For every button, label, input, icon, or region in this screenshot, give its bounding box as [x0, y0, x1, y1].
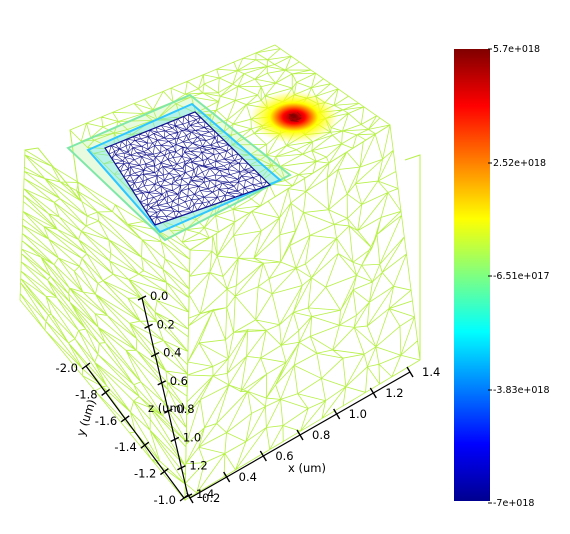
y-tick-label: -1.6	[95, 414, 117, 428]
mesh-right-notch	[404, 154, 421, 360]
z-tick	[170, 436, 180, 443]
mesh-left-face	[19, 149, 191, 502]
mesh-left-face-path	[19, 149, 191, 502]
y-tick-label: -1.8	[75, 387, 97, 401]
mesh-right-face	[184, 124, 421, 501]
z-tick-label: 1.2	[189, 459, 207, 473]
doping-regions	[66, 91, 338, 242]
x-tick	[369, 387, 377, 399]
z-tick-label: 0.8	[176, 402, 194, 416]
x-tick	[333, 408, 341, 420]
z-tick	[163, 408, 173, 414]
x-tick-label: 1.0	[349, 407, 367, 421]
x-tick	[406, 366, 414, 378]
x-tick-label: 1.2	[385, 386, 403, 400]
mesh-right-face-path	[184, 124, 421, 501]
y-axis-line	[85, 365, 185, 499]
colorbar-tick-label: 2.52e+018	[493, 158, 546, 169]
colorbar-tick-label: -7e+018	[493, 498, 534, 509]
z-axis-line	[141, 297, 189, 497]
x-tick	[259, 450, 267, 462]
low-region-mesh	[104, 111, 271, 226]
y-tick	[120, 415, 130, 423]
x-tick-label: 0.4	[239, 470, 257, 484]
y-tick	[101, 388, 111, 396]
z-tick	[150, 351, 160, 358]
x-axis-title: x (um)	[288, 461, 326, 475]
x-tick-label: 1.4	[422, 365, 440, 379]
z-tick	[183, 493, 193, 499]
z-tick	[157, 380, 167, 386]
x-tick-label: 0.2	[202, 491, 220, 505]
colorbar-labels: 5.7e+018 2.52e+018 -6.51e+017 -3.83e+018 -7e…	[488, 44, 550, 509]
x-tick	[296, 429, 304, 441]
z-tick-label: 0.6	[170, 374, 188, 388]
z-tick	[137, 295, 147, 301]
low-region-mesh-path	[104, 111, 271, 226]
x-tick	[223, 471, 231, 483]
y-tick	[81, 362, 91, 370]
z-tick-label: 0.2	[157, 317, 175, 331]
z-tick	[177, 465, 186, 471]
x-tick-label: 0.6	[275, 449, 293, 463]
high-region-spot	[250, 91, 338, 143]
y-tick-label: -1.4	[114, 440, 136, 454]
y-tick-label: -1.2	[134, 467, 156, 481]
axes: 0.2 0.4 0.6 0.8 1.0 1.2 1.4 -1.0 -1.2 -1.4 -1.6 -1.…	[56, 289, 441, 507]
z-tick-label: 0.0	[150, 289, 168, 303]
y-tick-label: -2.0	[56, 361, 78, 375]
z-tick-label: 1.4	[196, 487, 214, 501]
z-tick-label: 1.0	[183, 430, 201, 444]
z-axis-title: z (um)	[148, 401, 185, 415]
z-tick	[144, 323, 153, 329]
y-tick	[159, 468, 169, 476]
high-region-mesh	[288, 111, 302, 122]
mesh-notch	[24, 129, 81, 202]
colorbar-tick-label: -3.83e+018	[493, 385, 550, 396]
y-tick	[140, 441, 150, 449]
z-tick-label: 0.4	[163, 346, 181, 360]
colorbar-tick-label: -6.51e+017	[493, 271, 550, 282]
high-region-mesh-path	[288, 111, 302, 122]
y-tick-label: -1.0	[154, 493, 176, 507]
colorbar	[454, 49, 490, 501]
x-tick-label: 0.8	[312, 428, 330, 442]
colorbar-tick-label: 5.7e+018	[493, 44, 540, 55]
